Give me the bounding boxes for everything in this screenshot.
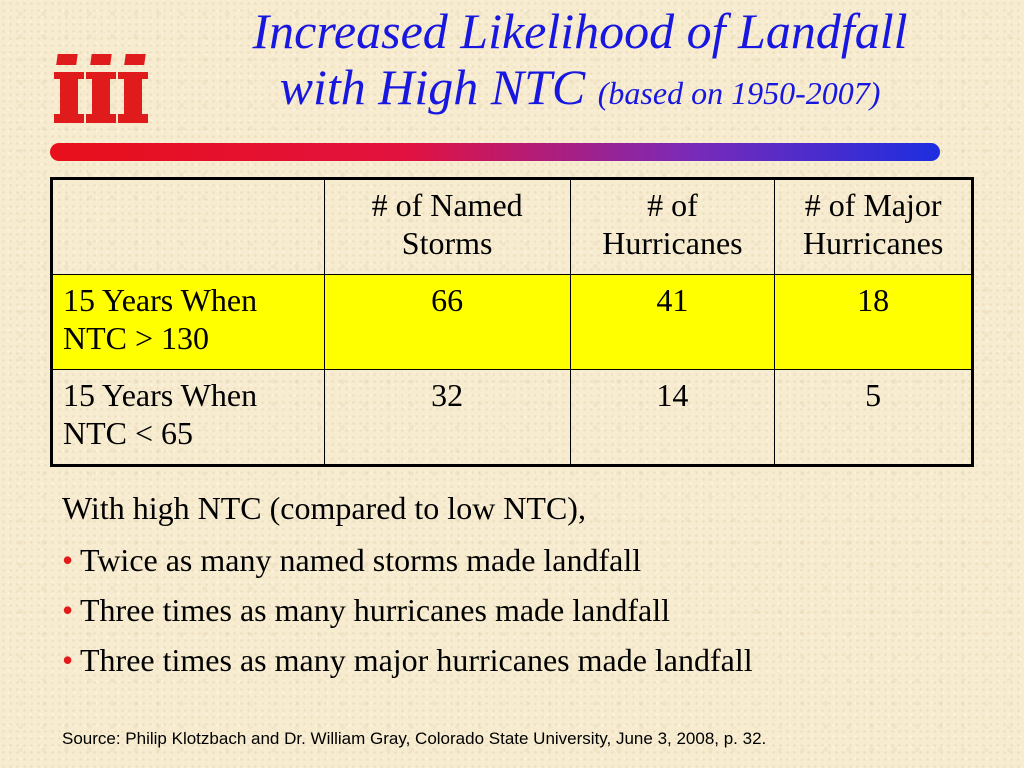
findings-list: With high NTC (compared to low NTC), • Tw… — [62, 492, 753, 694]
bullet-icon: • — [62, 542, 74, 578]
table-header-major-hurricanes: # of Major Hurricanes — [774, 178, 973, 275]
table-header-named-storms: # of Named Storms — [323, 178, 571, 275]
row-label-low-ntc: 15 Years When NTC < 65 — [51, 369, 325, 466]
row-label-high-ntc: 15 Years When NTC > 130 — [51, 274, 325, 370]
slide-title: Increased Likelihood of Landfall with Hi… — [150, 0, 1010, 112]
title-divider — [50, 143, 940, 161]
title-line-2: with High NTC (based on 1950-2007) — [150, 62, 1010, 112]
iii-logo — [52, 52, 152, 132]
list-item-text: Three times as many hurricanes made land… — [80, 592, 670, 628]
table-header-row: # of Named Storms # of Hurricanes # of M… — [51, 178, 973, 275]
title-line-1: Increased Likelihood of Landfall — [252, 3, 908, 59]
list-item: • Twice as many named storms made landfal… — [62, 544, 753, 576]
cell-high-named-storms: 66 — [323, 274, 571, 370]
table-header-cell-empty — [51, 178, 325, 275]
list-item-text: Twice as many named storms made landfall — [80, 542, 642, 578]
landfall-table: # of Named Storms # of Hurricanes # of M… — [50, 177, 974, 467]
iii-logo-icon — [54, 54, 148, 123]
list-item: • Three times as many hurricanes made lan… — [62, 594, 753, 626]
list-item-text: Three times as many major hurricanes mad… — [80, 642, 753, 678]
source-citation: Source: Philip Klotzbach and Dr. William… — [62, 729, 767, 748]
list-item: • Three times as many major hurricanes ma… — [62, 644, 753, 676]
bullet-icon: • — [62, 642, 74, 678]
title-line-2-text: with High NTC — [279, 59, 586, 115]
cell-low-named-storms: 32 — [323, 369, 571, 466]
bullet-icon: • — [62, 592, 74, 628]
table-row-low-ntc: 15 Years When NTC < 65 32 14 5 — [51, 369, 973, 466]
title-subtitle: (based on 1950-2007) — [597, 75, 881, 111]
cell-low-major-hurricanes: 5 — [774, 369, 973, 466]
table-header-hurricanes: # of Hurricanes — [569, 178, 776, 275]
cell-high-major-hurricanes: 18 — [774, 274, 973, 370]
cell-high-hurricanes: 41 — [569, 274, 776, 370]
table-row-high-ntc: 15 Years When NTC > 130 66 41 18 — [51, 274, 973, 370]
cell-low-hurricanes: 14 — [569, 369, 776, 466]
findings-intro: With high NTC (compared to low NTC), — [62, 490, 586, 526]
